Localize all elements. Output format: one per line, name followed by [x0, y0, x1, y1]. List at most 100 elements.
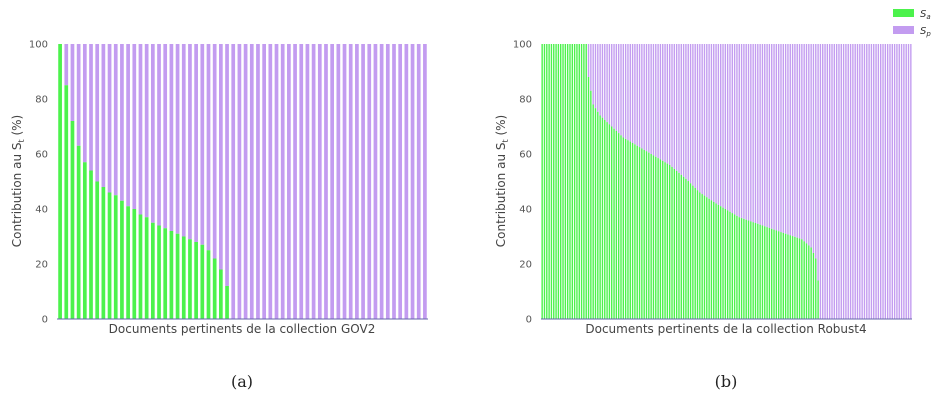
bar-b-sp-149: [886, 44, 889, 319]
bar-a-sp-27: [225, 44, 229, 286]
chart-a-bars: [58, 44, 427, 319]
bar-b-sp-55: [669, 44, 671, 165]
bar-b-sp-93: [757, 44, 759, 224]
bar-b-sa-26: [601, 117, 604, 319]
bar-a-sp-58: [416, 44, 421, 319]
bar-b-sa-99: [771, 228, 773, 319]
bar-a-sp-49: [361, 44, 365, 319]
bar-a-sa-5: [89, 170, 93, 319]
bar-b-sp-59: [678, 44, 680, 173]
bar-b-sa-94: [759, 224, 761, 319]
bar-b-sa-38: [629, 141, 631, 320]
bar-b-sa-95: [761, 225, 764, 319]
bar-b-sa-61: [682, 176, 685, 319]
bar-b-sa-98: [768, 227, 771, 319]
bar-b-sp-154: [898, 44, 900, 319]
bar-b-sp-84: [736, 44, 738, 216]
bar-b-sa-24: [597, 111, 599, 319]
bar-b-sp-81: [729, 44, 731, 212]
bar-b-sa-6: [555, 44, 557, 319]
bar-b-sa-44: [643, 149, 645, 320]
bar-b-sp-27: [604, 44, 606, 120]
bar-b-sp-134: [852, 44, 854, 319]
bar-b-sp-135: [854, 44, 856, 319]
ytick-b-60: 60: [519, 150, 532, 161]
bar-b-sa-47: [650, 154, 652, 319]
bar-a-sa-1: [64, 85, 69, 319]
bar-a-sa-26: [219, 269, 223, 319]
bar-b-sa-32: [615, 130, 618, 319]
bar-b-sa-74: [713, 201, 715, 319]
bar-b-sp-67: [696, 44, 699, 191]
bar-b-sp-105: [784, 44, 787, 234]
ytick-b-80: 80: [519, 95, 532, 106]
bar-b-sa-84: [736, 215, 738, 320]
bar-b-sp-31: [613, 44, 615, 129]
bar-a-sa-2: [70, 121, 75, 319]
bar-b-sa-31: [613, 128, 615, 319]
chart-a-ylabel: Contribution au St (%): [10, 115, 26, 247]
bar-b-sp-104: [782, 44, 784, 233]
bar-b-sa-119: [817, 280, 819, 319]
bar-b-sp-71: [706, 44, 708, 198]
bar-a-sp-44: [330, 44, 335, 319]
bar-b-sp-26: [601, 44, 604, 118]
bar-b-sa-3: [548, 44, 550, 319]
bar-b-sp-136: [856, 44, 859, 319]
bar-a-sp-32: [256, 44, 260, 319]
bar-a-sp-46: [342, 44, 347, 319]
legend-label-sp: Sp: [920, 26, 931, 38]
bar-a-sp-24: [206, 44, 211, 251]
bar-b-sp-110: [796, 44, 798, 238]
bar-b-sp-38: [629, 44, 631, 142]
bar-a-sa-4: [82, 162, 87, 319]
bar-b-sa-1: [543, 44, 546, 319]
chart-a-caption: (a): [231, 372, 253, 391]
bar-a-sp-22: [194, 44, 198, 242]
bar-b-sa-96: [764, 226, 766, 319]
bar-a-sp-59: [423, 44, 427, 319]
bar-b-sp-108: [791, 44, 794, 237]
bar-b-sp-87: [743, 44, 745, 219]
bar-a-sa-9: [113, 195, 118, 319]
bar-b-sp-116: [810, 44, 812, 248]
bar-b-sp-106: [787, 44, 789, 235]
bar-b-sp-158: [907, 44, 910, 319]
bar-b-sa-39: [631, 143, 634, 319]
bar-b-sp-46: [648, 44, 650, 153]
bar-b-sa-54: [666, 163, 669, 319]
bar-b-sp-42: [638, 44, 641, 148]
bar-b-sp-64: [689, 44, 692, 184]
bar-b-sa-23: [594, 108, 597, 319]
bar-b-sa-106: [787, 234, 789, 319]
bar-b-sp-43: [641, 44, 643, 149]
bar-b-sa-93: [757, 223, 759, 319]
bar-b-sp-127: [835, 44, 838, 319]
bar-b-sp-41: [636, 44, 638, 146]
bar-a-sa-23: [200, 244, 205, 319]
bar-b-sa-110: [796, 237, 798, 319]
bar-b-sp-66: [694, 44, 696, 188]
bar-b-sp-49: [655, 44, 657, 157]
bar-b-sa-59: [678, 172, 680, 319]
bar-a-sa-19: [175, 233, 180, 319]
bar-b-sp-50: [657, 44, 659, 159]
bar-b-sa-86: [740, 218, 743, 319]
bar-a-sp-16: [157, 44, 161, 226]
bar-b-sa-113: [803, 241, 805, 319]
bar-a-sp-52: [379, 44, 384, 319]
bar-b-sp-151: [891, 44, 893, 319]
bar-b-sp-122: [824, 44, 826, 319]
bar-b-sa-108: [791, 236, 794, 319]
ytick-a-60: 60: [35, 150, 48, 161]
bar-a-sa-20: [181, 236, 186, 319]
bar-b-sa-9: [562, 44, 564, 319]
bar-a-sp-35: [274, 44, 279, 319]
bar-a-sp-19: [175, 44, 180, 234]
bar-a-sp-38: [293, 44, 297, 319]
bar-b-sp-35: [622, 44, 625, 138]
bar-b-sp-83: [733, 44, 736, 215]
bar-b-sp-128: [838, 44, 840, 319]
bar-b-sa-15: [576, 44, 578, 319]
bar-a-sp-11: [126, 44, 130, 207]
